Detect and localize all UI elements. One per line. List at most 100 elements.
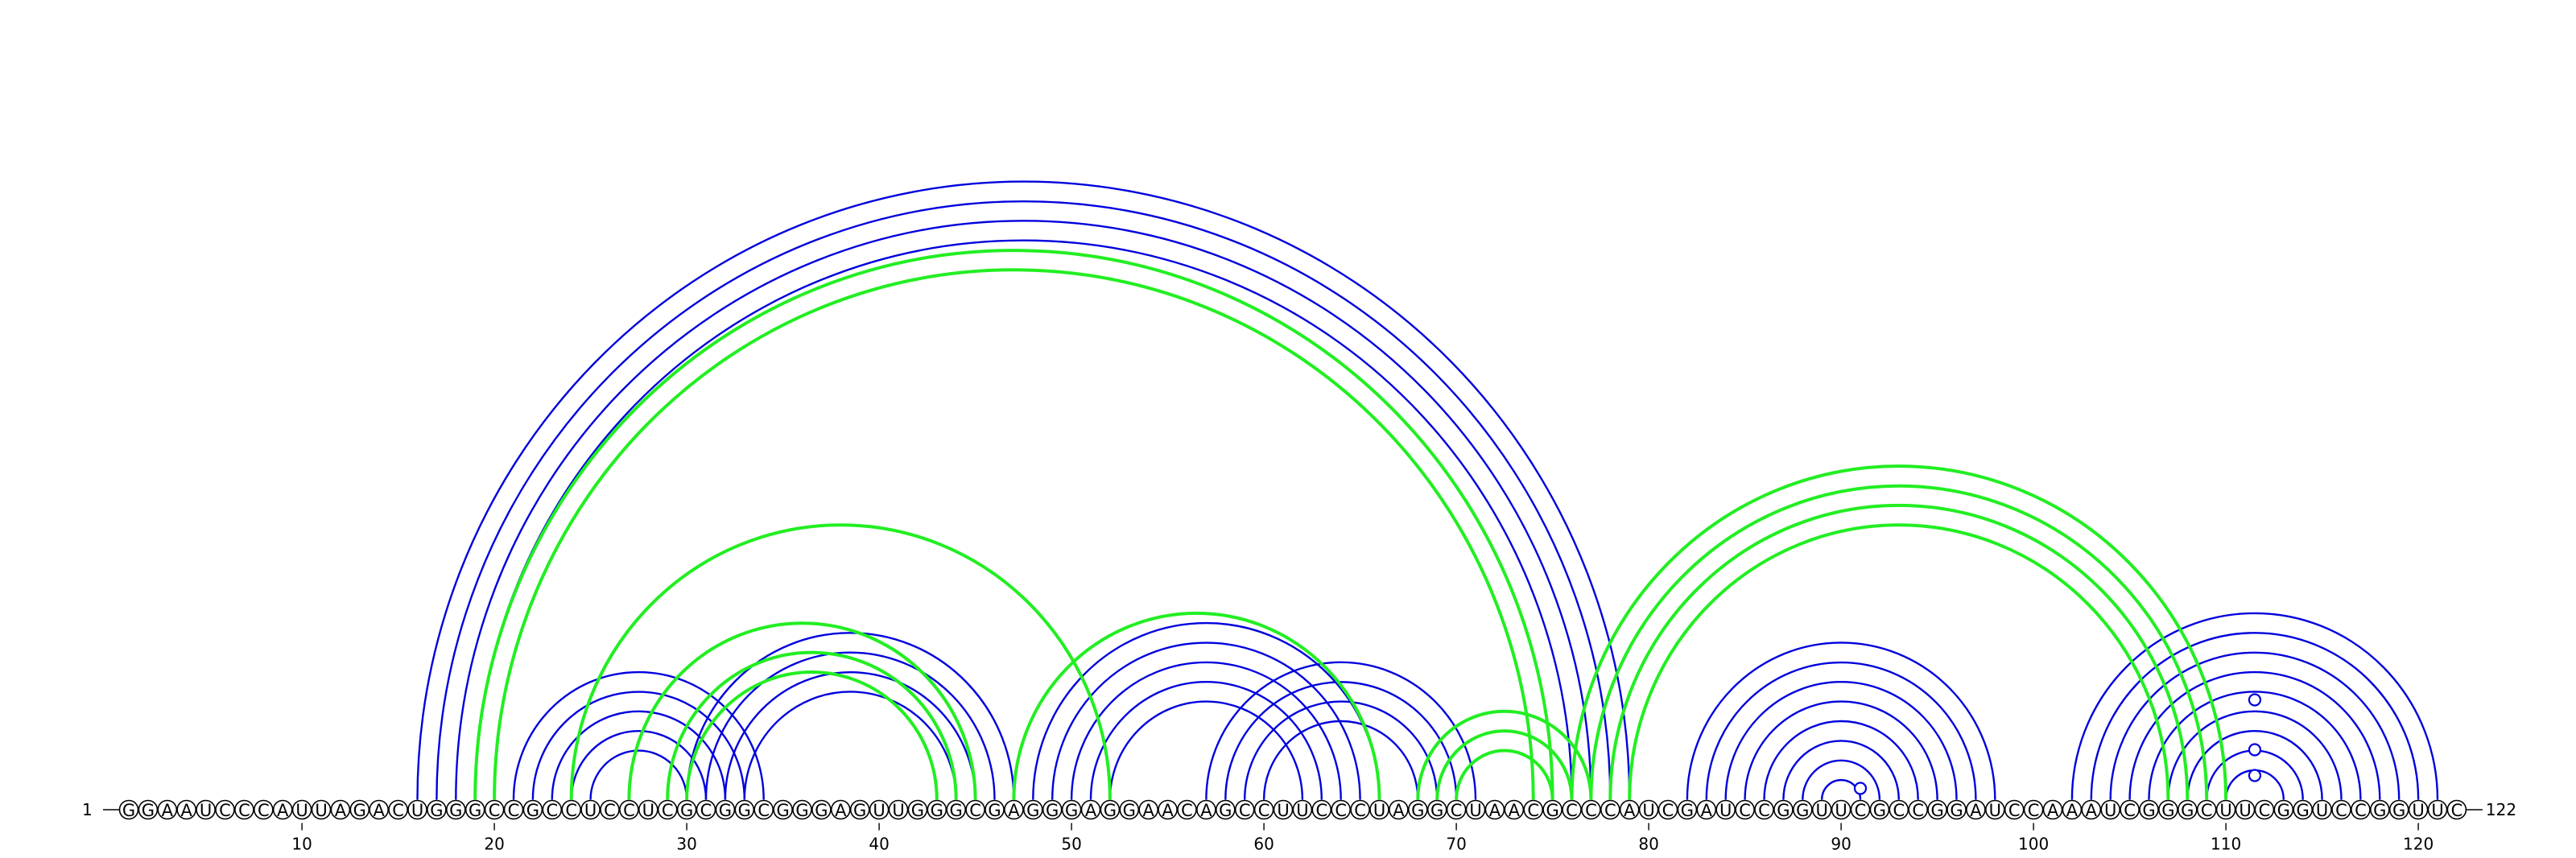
nucleotide-circle <box>1619 799 1640 820</box>
nucleotide-letter: U <box>200 801 212 820</box>
tick-label: 80 <box>1638 835 1658 854</box>
nucleotide-circle <box>1216 799 1236 820</box>
nucleotide-letter: A <box>277 801 289 820</box>
nucleotide-circle <box>638 799 658 820</box>
nucleotide-circle <box>1311 799 1332 820</box>
nucleotide: U <box>869 799 890 820</box>
nucleotide-letter: A <box>1200 801 1212 820</box>
nucleotide-letter: C <box>1604 801 1616 820</box>
nucleotide: G <box>1677 799 1698 820</box>
nucleotide: A <box>157 799 178 820</box>
nucleotide: G <box>1061 799 1082 820</box>
nucleotide: C <box>1889 799 1909 820</box>
nucleotide-circle <box>2331 799 2351 820</box>
nucleotide-letter: G <box>1681 801 1694 820</box>
nucleotide-circle <box>1811 799 1832 820</box>
nucleotide: U <box>1831 799 1852 820</box>
nucleotide-circle <box>196 799 216 820</box>
nucleotide: U <box>1292 799 1313 820</box>
nucleotide: G <box>2273 799 2294 820</box>
nucleotide-letter: C <box>1758 801 1770 820</box>
base-pair-arc <box>493 268 1535 800</box>
nucleotide-circle <box>330 799 351 820</box>
nucleotide: G <box>118 799 139 820</box>
nucleotide-circle <box>2235 799 2256 820</box>
nucleotide-circle <box>1793 799 1813 820</box>
ticks-layer: 10 20 30 40 50 60 70 80 90 100 110 120 <box>291 823 2434 854</box>
tick-label: 40 <box>869 835 889 854</box>
base-pair-arc <box>570 730 708 800</box>
nucleotide-circle <box>1562 799 1582 820</box>
nucleotide: G <box>349 799 370 820</box>
nucleotide-letter: A <box>162 801 174 820</box>
nucleotide-circle <box>869 799 890 820</box>
nucleotide-letter: C <box>1335 801 1347 820</box>
tick-label: 120 <box>2403 835 2434 854</box>
base-pair-arc <box>1455 749 1554 800</box>
nucleotide-letter: A <box>1393 801 1405 820</box>
nucleotide-letter: G <box>719 801 732 820</box>
nucleotide: C <box>2331 799 2351 820</box>
nucleotide-letter: C <box>508 801 520 820</box>
nucleotide-circle <box>1234 799 1255 820</box>
nucleotide-letter: C <box>2355 801 2367 820</box>
nucleotide: U <box>1715 799 1736 820</box>
base-pair-arc <box>473 249 1554 800</box>
nucleotide-letter: G <box>1104 801 1117 820</box>
nucleotide: G <box>1426 799 1447 820</box>
nucleotide: U <box>407 799 427 820</box>
base-pair-arc <box>1763 720 1919 800</box>
loop-marker <box>1853 782 1868 795</box>
base-pair-arc <box>1570 464 2228 800</box>
nucleotide-letter: C <box>662 801 674 820</box>
nucleotide-letter: C <box>700 801 712 820</box>
nucleotide-letter: G <box>950 801 963 820</box>
nucleotide-circle <box>965 799 985 820</box>
nucleotide-letter: G <box>1026 801 1039 820</box>
nucleotide: G <box>1773 799 1794 820</box>
nucleotide-circle <box>2388 799 2409 820</box>
nucleotide-circle <box>888 799 909 820</box>
nucleotide-circle <box>138 799 159 820</box>
nucleotide: A <box>831 799 851 820</box>
nucleotide-letter: A <box>1624 801 1636 820</box>
nucleotide: U <box>2312 799 2332 820</box>
nucleotide-circle <box>927 799 947 820</box>
nucleotide-circle <box>734 799 755 820</box>
base-pair-arc <box>627 621 977 800</box>
nucleotide-letter: C <box>1662 801 1674 820</box>
nucleotide: A <box>1080 799 1101 820</box>
nucleotide-circle <box>2254 799 2275 820</box>
nucleotide-circle <box>1657 799 1678 820</box>
nucleotide-letter: A <box>1143 801 1155 820</box>
base-pair-arc <box>1070 661 1342 800</box>
nucleotide: C <box>657 799 678 820</box>
base-pair-arc <box>1782 740 1900 800</box>
tick-label: 70 <box>1446 835 1466 854</box>
nucleotide-circle <box>1177 799 1197 820</box>
nucleotide: G <box>1023 799 1043 820</box>
nucleotide: G <box>2388 799 2409 820</box>
nucleotide: G <box>792 799 812 820</box>
nucleotide-letter: G <box>469 801 481 820</box>
base-pair-arc <box>1032 621 1381 800</box>
nucleotide-circle <box>1023 799 1043 820</box>
nucleotide: C <box>2351 799 2371 820</box>
nucleotide: C <box>2023 799 2044 820</box>
end-label: 122 <box>2486 800 2516 819</box>
nucleotide-letter: A <box>2047 801 2059 820</box>
base-pair-arc <box>569 523 1112 800</box>
base-pair-arc <box>1608 503 2190 800</box>
nucleotide: C <box>1600 799 1620 820</box>
loop-marker <box>2248 693 2262 707</box>
nucleotide-circle <box>253 799 274 820</box>
nucleotide-circle <box>907 799 928 820</box>
nucleotide-circle <box>676 799 697 820</box>
nucleotide-circle <box>600 799 620 820</box>
nucleotide-letter: C <box>604 801 616 820</box>
base-pair-arc <box>1628 523 2170 800</box>
base-pair-arc <box>2167 710 2343 800</box>
nucleotide: C <box>1850 799 1871 820</box>
base-pair-arc <box>1244 700 1439 800</box>
